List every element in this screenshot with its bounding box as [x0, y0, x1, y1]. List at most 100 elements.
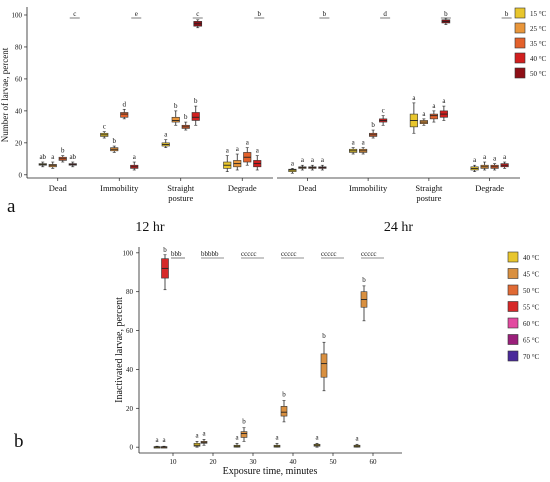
x-tick-label: 10: [170, 458, 178, 466]
significance-letter: a: [164, 131, 168, 139]
legend-label: 35 °C: [530, 40, 547, 48]
y-tick-label: 100: [12, 11, 23, 19]
significance-letter: ab: [39, 153, 46, 161]
legend-swatch: [507, 317, 519, 329]
category-label: Straight: [167, 183, 195, 193]
box-40 °C: [313, 442, 321, 448]
box-15 °C: [288, 168, 297, 174]
significance-letters: bbbbb: [201, 250, 219, 258]
legend-swatch: [514, 37, 526, 49]
y-tick-label: 80: [15, 43, 23, 51]
y-tick-label: 60: [126, 327, 134, 335]
significance-letter: a: [355, 434, 359, 442]
box-25 °C: [419, 118, 428, 126]
box-15 °C: [100, 131, 109, 139]
significance-letter: a: [301, 156, 305, 164]
significance-letter: b: [184, 113, 188, 121]
significance-letter: c: [196, 10, 199, 18]
significance-letter: a: [162, 436, 166, 444]
significance-letter: a: [291, 159, 295, 167]
box-35 °C: [58, 155, 67, 163]
category-label: posture: [168, 193, 193, 203]
box-25 °C: [110, 145, 119, 153]
box-25 °C: [298, 164, 307, 171]
legend-label: 25 °C: [530, 25, 547, 33]
significance-letter: b: [194, 97, 198, 105]
y-tick-label: 60: [15, 75, 23, 83]
box-35 °C: [120, 108, 129, 120]
category-label: Degrade: [228, 183, 257, 193]
significance-letter: c: [103, 123, 106, 131]
y-tick-label: 100: [123, 249, 134, 257]
significance-letter: a: [246, 139, 250, 147]
box-35 °C: [490, 163, 499, 171]
y-tick-label: 20: [126, 405, 134, 413]
legend-swatch: [514, 52, 526, 64]
box-45 °C: [160, 445, 168, 449]
significance-letter: a: [352, 139, 356, 147]
significance-letter: a: [235, 433, 239, 441]
y-tick-label: 0: [130, 444, 134, 452]
category-label: Immobility: [349, 183, 388, 193]
significance-letter: a: [51, 153, 55, 161]
box-40 °C: [68, 161, 77, 168]
significance-letter: d: [383, 10, 387, 18]
box-35 °C: [308, 164, 317, 171]
significance-letters: bbb: [171, 250, 182, 258]
category-label: posture: [416, 193, 441, 203]
box-45 °C: [280, 400, 288, 423]
x-tick-label: 20: [210, 458, 218, 466]
category-label: Straight: [415, 183, 443, 193]
box-35 °C: [243, 147, 252, 166]
legend-label: 70 °C: [523, 353, 540, 361]
box-25 °C: [359, 147, 368, 155]
significance-letter: a: [362, 139, 366, 147]
significance-letter: ab: [69, 153, 76, 161]
x-axis-title: Exposure time, minutes: [223, 466, 318, 477]
significance-letter: b: [505, 10, 509, 18]
significance-letter: b: [444, 10, 448, 18]
legend-label: 40 °C: [523, 254, 540, 262]
panel-subtitle: 12 hr: [135, 220, 165, 235]
legend-label: 15 °C: [530, 10, 547, 18]
legend-swatch: [514, 67, 526, 79]
legend-swatch: [507, 350, 519, 362]
significance-letter: a: [133, 153, 137, 161]
box-35 °C: [429, 110, 438, 123]
box-50C: [193, 19, 203, 29]
x-tick-label: 30: [250, 458, 258, 466]
box-40 °C: [379, 115, 388, 126]
significance-letters: ccccc: [321, 250, 337, 258]
category-label: Dead: [49, 183, 68, 193]
legend-swatch: [507, 334, 519, 345]
box: [193, 442, 201, 447]
significance-letter: a: [315, 433, 319, 441]
significance-letter: b: [362, 276, 366, 284]
box: [280, 406, 288, 417]
significance-letter: d: [123, 100, 127, 108]
box-15 °C: [223, 155, 232, 172]
significance-letters: ccccc: [241, 250, 257, 258]
box: [171, 116, 180, 123]
box-25 °C: [233, 153, 242, 171]
significance-letter: a: [195, 431, 199, 439]
legend-swatch: [514, 7, 526, 19]
significance-letter: a: [442, 97, 446, 105]
panel-label: b: [14, 431, 24, 452]
significance-letter: b: [322, 332, 326, 340]
box-15 °C: [161, 139, 170, 148]
significance-letter: a: [432, 102, 436, 110]
box: [191, 112, 200, 121]
box-40 °C: [233, 442, 241, 448]
category-label: Immobility: [100, 183, 139, 193]
significance-letter: b: [163, 246, 167, 254]
legend-label: 65 °C: [523, 337, 540, 345]
box: [429, 113, 438, 120]
significance-letter: a: [473, 156, 477, 164]
category-label: Dead: [298, 183, 317, 193]
significance-letter: a: [226, 147, 230, 155]
significance-letter: b: [282, 391, 286, 399]
legend-swatch: [507, 284, 519, 296]
box-15 °C: [38, 161, 47, 168]
